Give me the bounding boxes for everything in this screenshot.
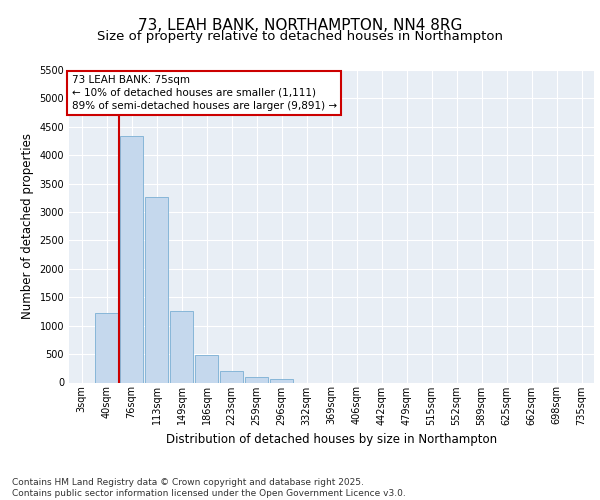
- X-axis label: Distribution of detached houses by size in Northampton: Distribution of detached houses by size …: [166, 433, 497, 446]
- Text: 73, LEAH BANK, NORTHAMPTON, NN4 8RG: 73, LEAH BANK, NORTHAMPTON, NN4 8RG: [138, 18, 462, 32]
- Text: Contains HM Land Registry data © Crown copyright and database right 2025.
Contai: Contains HM Land Registry data © Crown c…: [12, 478, 406, 498]
- Bar: [95, 313, 118, 382]
- Bar: [170, 312, 193, 382]
- Bar: [270, 379, 293, 382]
- Bar: [245, 377, 268, 382]
- Bar: [120, 136, 143, 382]
- Y-axis label: Number of detached properties: Number of detached properties: [21, 133, 34, 320]
- Text: Size of property relative to detached houses in Northampton: Size of property relative to detached ho…: [97, 30, 503, 43]
- Bar: [195, 354, 218, 382]
- Bar: [145, 196, 168, 382]
- Bar: [220, 371, 243, 382]
- Text: 73 LEAH BANK: 75sqm
← 10% of detached houses are smaller (1,111)
89% of semi-det: 73 LEAH BANK: 75sqm ← 10% of detached ho…: [71, 74, 337, 111]
